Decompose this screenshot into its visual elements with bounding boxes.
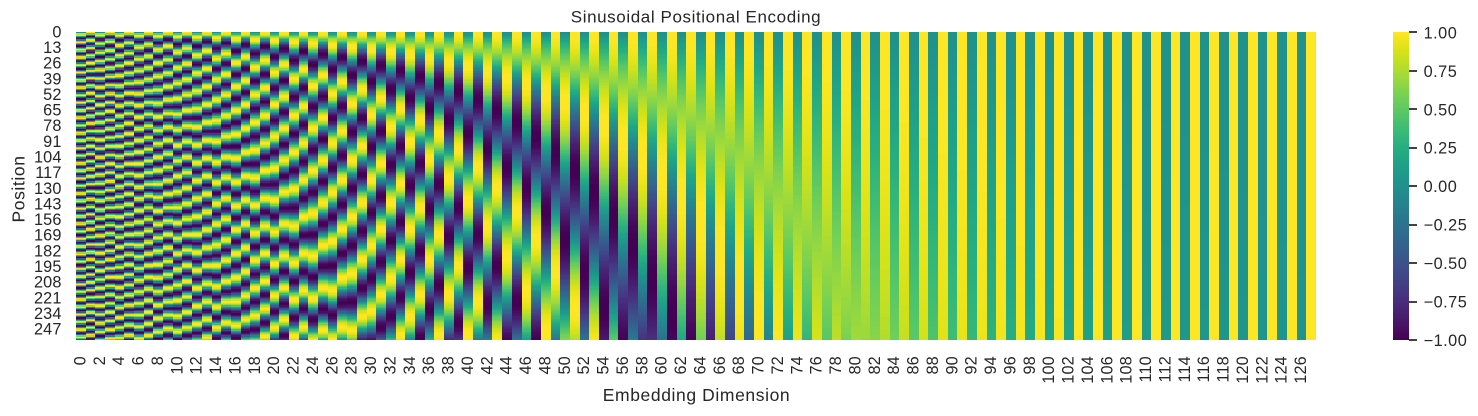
svg-text:108: 108 — [1118, 356, 1136, 384]
svg-text:156: 156 — [34, 211, 62, 229]
svg-text:104: 104 — [34, 149, 62, 167]
svg-text:20: 20 — [265, 356, 283, 374]
svg-text:120: 120 — [1234, 356, 1252, 384]
svg-text:−0.50: −0.50 — [1424, 255, 1468, 273]
svg-text:26: 26 — [323, 356, 341, 374]
svg-text:34: 34 — [401, 356, 419, 374]
svg-text:52: 52 — [43, 86, 61, 104]
svg-text:30: 30 — [362, 356, 380, 374]
svg-text:66: 66 — [711, 356, 729, 374]
svg-text:91: 91 — [43, 133, 61, 151]
svg-text:124: 124 — [1273, 356, 1291, 384]
svg-text:90: 90 — [943, 356, 961, 374]
svg-text:110: 110 — [1137, 356, 1155, 382]
svg-text:102: 102 — [1060, 356, 1078, 384]
svg-text:84: 84 — [885, 356, 903, 374]
svg-text:36: 36 — [420, 356, 438, 374]
svg-text:18: 18 — [246, 356, 264, 374]
svg-text:40: 40 — [459, 356, 477, 374]
svg-text:24: 24 — [304, 356, 322, 374]
svg-text:114: 114 — [1176, 356, 1194, 382]
svg-text:4: 4 — [110, 356, 128, 365]
svg-text:0.50: 0.50 — [1424, 101, 1458, 119]
svg-text:14: 14 — [207, 356, 225, 374]
svg-text:56: 56 — [614, 356, 632, 374]
svg-text:70: 70 — [750, 356, 768, 374]
svg-text:32: 32 — [381, 356, 399, 374]
svg-text:6: 6 — [130, 356, 148, 365]
svg-text:0.75: 0.75 — [1424, 63, 1458, 81]
svg-text:182: 182 — [34, 242, 62, 260]
svg-text:118: 118 — [1215, 356, 1233, 382]
svg-text:94: 94 — [982, 356, 1000, 374]
svg-text:122: 122 — [1253, 356, 1271, 384]
svg-text:80: 80 — [846, 356, 864, 374]
svg-text:104: 104 — [1079, 356, 1097, 384]
svg-text:1.00: 1.00 — [1424, 24, 1458, 42]
svg-text:72: 72 — [769, 356, 787, 374]
svg-text:208: 208 — [34, 274, 62, 292]
svg-text:8: 8 — [149, 356, 167, 365]
svg-text:130: 130 — [34, 180, 62, 198]
svg-text:60: 60 — [653, 356, 671, 374]
svg-text:28: 28 — [343, 356, 361, 374]
svg-text:Position: Position — [9, 155, 29, 222]
svg-text:54: 54 — [595, 356, 613, 374]
svg-text:58: 58 — [633, 356, 651, 374]
svg-text:106: 106 — [1098, 356, 1116, 384]
svg-text:−1.00: −1.00 — [1424, 332, 1468, 350]
svg-text:Embedding Dimension: Embedding Dimension — [603, 385, 790, 405]
svg-text:88: 88 — [924, 356, 942, 374]
svg-text:22: 22 — [285, 356, 303, 374]
svg-text:117: 117 — [35, 164, 61, 182]
svg-text:16: 16 — [226, 356, 244, 374]
svg-text:96: 96 — [1001, 356, 1019, 374]
svg-text:221: 221 — [34, 289, 62, 307]
svg-text:76: 76 — [808, 356, 826, 374]
svg-text:52: 52 — [575, 356, 593, 374]
svg-text:112: 112 — [1156, 356, 1174, 382]
svg-text:65: 65 — [43, 102, 61, 120]
svg-text:−0.25: −0.25 — [1424, 217, 1468, 235]
svg-text:0: 0 — [52, 23, 61, 41]
svg-text:44: 44 — [498, 356, 516, 374]
svg-text:39: 39 — [43, 70, 61, 88]
svg-text:92: 92 — [963, 356, 981, 374]
svg-text:78: 78 — [43, 117, 61, 135]
svg-text:46: 46 — [517, 356, 535, 374]
svg-text:86: 86 — [905, 356, 923, 374]
svg-text:169: 169 — [34, 227, 62, 245]
svg-text:82: 82 — [866, 356, 884, 374]
svg-text:10: 10 — [168, 356, 186, 374]
svg-text:64: 64 — [691, 356, 709, 374]
svg-text:78: 78 — [827, 356, 845, 374]
svg-text:126: 126 — [1292, 356, 1310, 384]
svg-text:50: 50 — [556, 356, 574, 374]
svg-text:68: 68 — [730, 356, 748, 374]
svg-text:100: 100 — [1040, 356, 1058, 384]
svg-text:0: 0 — [71, 356, 89, 365]
svg-text:−0.75: −0.75 — [1424, 293, 1468, 311]
svg-text:2: 2 — [91, 356, 109, 365]
svg-text:42: 42 — [478, 356, 496, 374]
svg-text:234: 234 — [34, 305, 62, 323]
svg-text:0.00: 0.00 — [1424, 178, 1458, 196]
svg-text:13: 13 — [43, 39, 61, 57]
svg-text:98: 98 — [1021, 356, 1039, 374]
svg-text:247: 247 — [34, 321, 62, 339]
svg-text:195: 195 — [34, 258, 62, 276]
svg-text:26: 26 — [43, 55, 61, 73]
svg-text:12: 12 — [188, 356, 206, 374]
svg-text:38: 38 — [440, 356, 458, 374]
svg-text:0.25: 0.25 — [1424, 140, 1458, 158]
svg-text:62: 62 — [672, 356, 690, 374]
svg-text:48: 48 — [536, 356, 554, 374]
svg-text:116: 116 — [1195, 356, 1213, 382]
svg-text:143: 143 — [34, 195, 62, 213]
svg-text:Sinusoidal Positional Encoding: Sinusoidal Positional Encoding — [571, 8, 822, 27]
svg-text:74: 74 — [788, 356, 806, 374]
